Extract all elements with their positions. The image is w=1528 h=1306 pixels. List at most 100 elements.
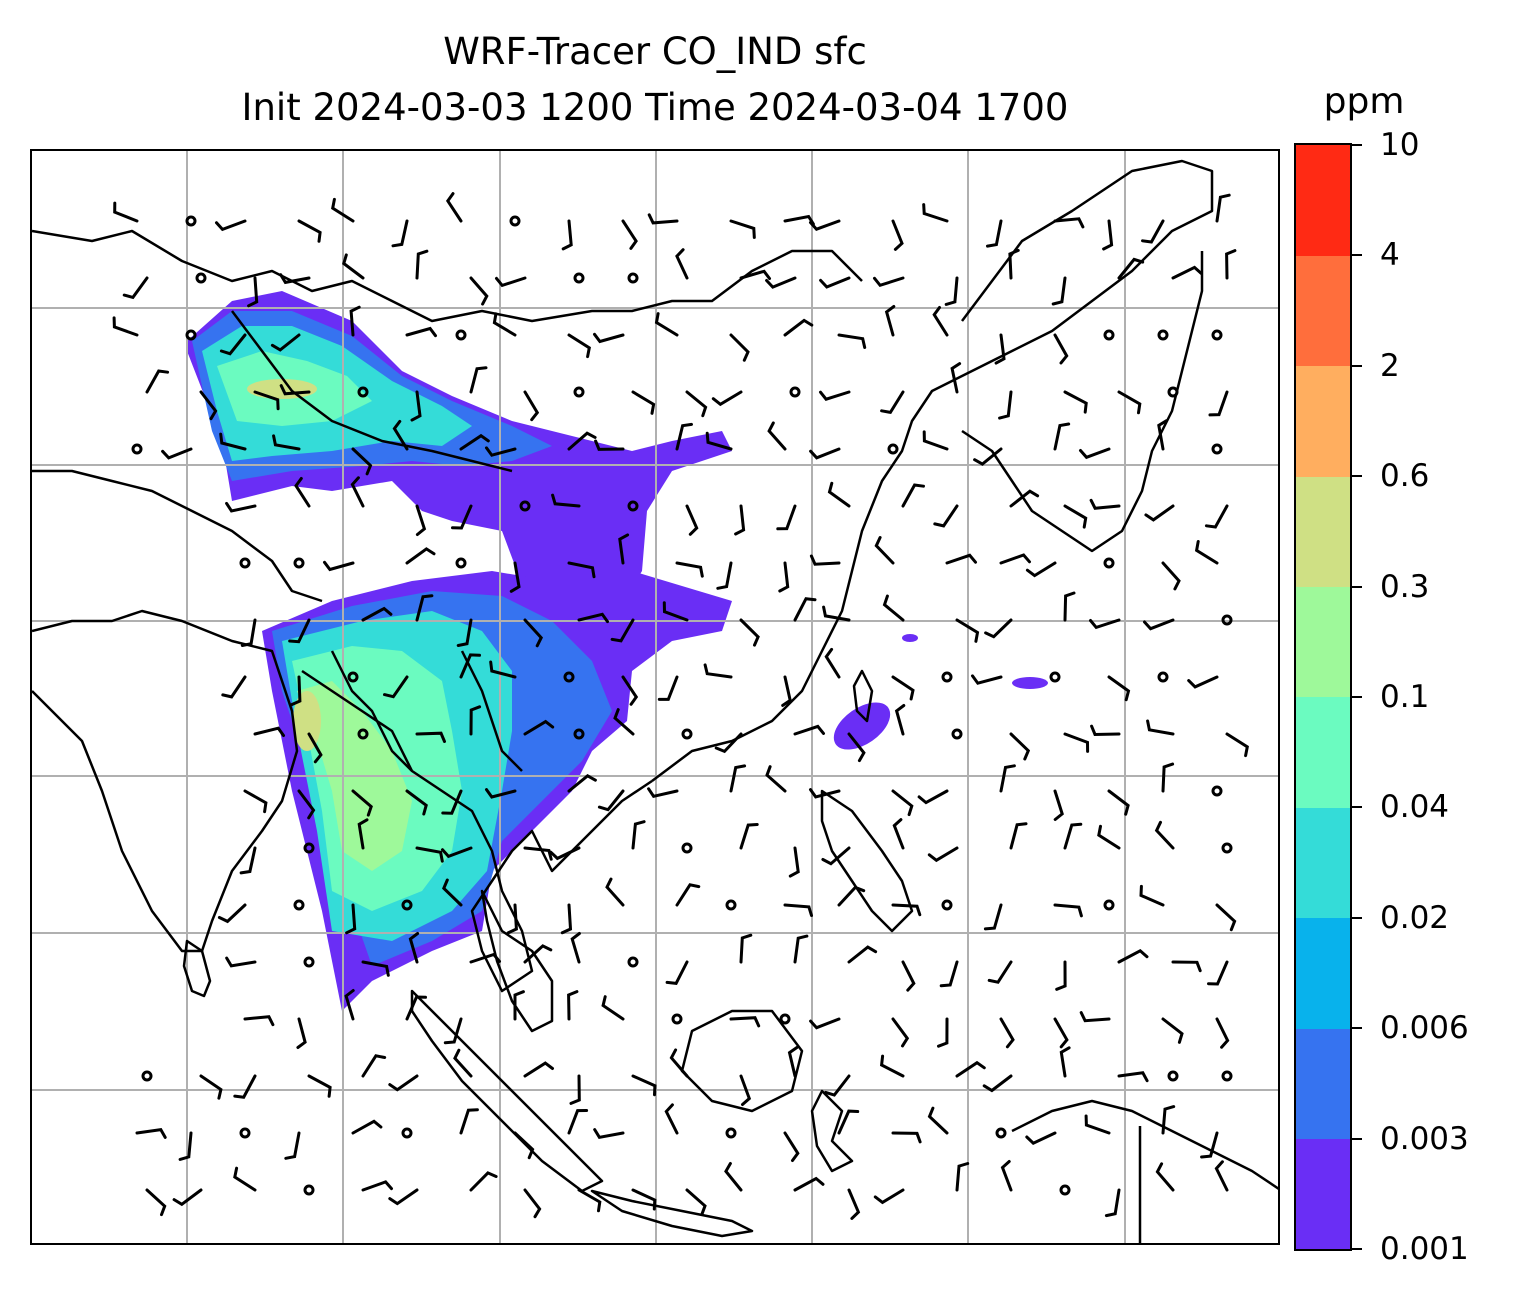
wind-barb	[350, 476, 365, 508]
wind-barb	[351, 447, 373, 476]
wind-barb	[647, 787, 679, 798]
calm-wind-marker	[509, 215, 521, 227]
wind-barb	[495, 276, 527, 288]
wind-barb	[560, 903, 573, 935]
wind-barb	[485, 788, 517, 799]
wind-barb	[879, 1054, 905, 1078]
wind-barb	[1079, 447, 1111, 460]
wind-barb	[351, 1119, 383, 1135]
wind-barb	[199, 390, 218, 421]
map-panel	[30, 149, 1280, 1245]
wind-barb	[1225, 732, 1249, 758]
wind-barb	[809, 788, 841, 799]
wind-barb	[253, 390, 280, 411]
wind-barb	[391, 219, 409, 248]
wind-barb	[1053, 422, 1071, 451]
wind-barb	[523, 1061, 554, 1078]
wind-barb	[225, 956, 257, 968]
calm-wind-marker	[239, 1127, 251, 1139]
wind-barb	[513, 990, 525, 1021]
wind-barb	[631, 820, 646, 850]
border-interior-3	[460, 650, 523, 772]
wind-barb	[215, 219, 247, 232]
wind-barb	[662, 601, 689, 622]
coast-india	[32, 609, 299, 953]
wind-barb	[297, 219, 322, 243]
wind-barb	[294, 477, 311, 508]
wind-barb	[307, 732, 323, 764]
wind-barb	[349, 305, 361, 337]
wind-barb	[161, 447, 193, 460]
wind-barb	[605, 877, 625, 907]
calm-wind-marker	[681, 728, 693, 740]
wind-barb	[669, 1048, 689, 1078]
wind-barb	[178, 1131, 193, 1161]
calm-wind-marker	[725, 1127, 737, 1139]
wind-barb	[983, 903, 1003, 931]
wind-barb	[793, 597, 817, 622]
wind-barb	[217, 903, 247, 924]
wind-barb	[1104, 1188, 1121, 1218]
calm-wind-marker	[573, 386, 585, 398]
wind-barb	[847, 1188, 861, 1220]
wind-barb	[1117, 257, 1145, 280]
wind-barb	[253, 726, 285, 737]
wind-barb	[415, 504, 427, 536]
wind-barb	[1053, 789, 1064, 821]
colorbar-segment	[1296, 1138, 1350, 1250]
wind-barb	[994, 333, 1006, 365]
calm-wind-marker	[995, 1127, 1007, 1139]
wind-barb	[729, 219, 756, 239]
wind-barb	[776, 504, 797, 531]
wind-barb	[729, 1016, 761, 1028]
calm-wind-marker	[519, 500, 531, 512]
wind-barb	[342, 253, 365, 280]
calm-wind-marker	[303, 842, 315, 854]
wind-barb	[765, 765, 787, 793]
colorbar-segment	[1296, 365, 1350, 477]
calm-wind-marker	[1059, 1184, 1071, 1196]
wind-barb	[290, 675, 302, 707]
wind-barb	[1208, 390, 1229, 417]
wind-barb	[361, 606, 393, 622]
wind-barb	[1204, 504, 1229, 529]
wind-barb	[456, 618, 473, 647]
wind-barb	[1171, 265, 1203, 280]
colorbar-tick	[1352, 144, 1362, 146]
wind-barb	[901, 960, 916, 992]
calm-wind-marker	[627, 956, 639, 968]
colorbar-segment	[1296, 145, 1350, 256]
co-concentration-field	[187, 291, 1048, 1011]
wind-barb	[955, 1060, 986, 1078]
wind-barb	[279, 384, 311, 396]
calm-wind-marker	[455, 557, 467, 569]
wind-barb	[1117, 390, 1142, 415]
wind-barb	[873, 276, 905, 288]
colorbar-tick-label: 0.1	[1380, 679, 1430, 715]
wind-barb	[837, 1109, 860, 1135]
wind-barb	[618, 533, 630, 565]
wind-barb	[944, 276, 959, 306]
wind-barb	[739, 1074, 752, 1106]
calm-wind-marker	[303, 1184, 315, 1196]
colorbar-tick-label: 0.02	[1380, 899, 1450, 936]
wind-barb	[882, 594, 905, 622]
border-interior-2	[330, 650, 413, 772]
calm-wind-marker	[941, 899, 953, 911]
colorbar-tick	[1352, 1027, 1362, 1030]
wind-barb	[739, 618, 760, 647]
wind-barb	[415, 731, 446, 743]
plume-patch-east-1	[833, 702, 891, 750]
wind-barb	[891, 1017, 910, 1048]
wind-barb	[415, 594, 434, 622]
wind-barb	[999, 764, 1016, 793]
wind-barb	[549, 846, 581, 861]
colorbar-tick-label: 0.006	[1380, 1010, 1469, 1047]
coast-borneo	[680, 1009, 804, 1113]
colorbar-segment	[1296, 476, 1350, 588]
colorbar-tick	[1352, 475, 1362, 478]
wind-barb	[891, 675, 915, 701]
wind-barb	[891, 219, 904, 251]
wind-barb	[1200, 1131, 1219, 1159]
wind-barb	[765, 276, 797, 289]
